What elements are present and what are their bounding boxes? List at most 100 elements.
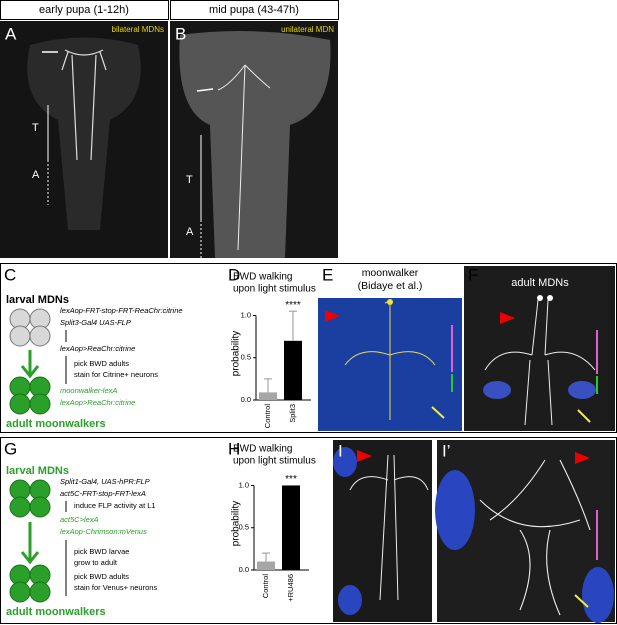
step: pick BWD larvae [74,547,129,556]
x-tick-label: +RU486 [286,574,295,602]
step: lexAop-FRT-stop-FRT-ReaChr:citrine [60,306,183,315]
panel-letter: H [228,439,240,458]
x-tick-label: Control [263,404,272,429]
step: grow to adult [74,558,118,567]
header-box [170,0,339,20]
y-axis-label: probability [231,501,242,547]
panel-letter: I [338,441,343,460]
region [568,381,596,399]
stage-label: larval MDNs [6,294,69,306]
micrograph [464,266,615,431]
arrow [20,350,40,379]
soma [537,295,543,301]
x-tick-label: Split3 [288,404,297,423]
neuron [61,49,107,161]
region-label: A [186,226,194,238]
region [338,585,362,615]
arrowhead [357,450,372,462]
y-tick-label: 0.0 [239,565,249,574]
region [582,567,614,623]
header-label: mid pupa (43-47h) [209,4,299,16]
panel-letter: F [468,265,478,284]
arrow [196,88,214,92]
step: pick BWD adults [74,359,129,368]
header-box [0,0,169,20]
region-bar [577,409,591,423]
result: moonwalker-lexA [60,386,117,395]
region-label: T [32,122,39,134]
step: pick BWD adults [74,572,129,581]
arrowhead [575,452,590,464]
panel-letter: D [228,265,240,284]
step: induce FLP activity at L1 [74,501,156,510]
region-bar [574,594,589,608]
y-tick-label: 1.0 [239,480,249,489]
soma [387,299,393,305]
y-axis-label: probability [231,331,242,377]
image-label: (Bidaye et al.) [358,280,423,292]
panel-letter: E [322,265,333,284]
header-label: early pupa (1-12h) [39,4,129,16]
step: Split3-Gal4 UAS-FLP [60,318,131,327]
neuron [344,299,436,420]
x-tick-label: Control [261,574,270,599]
neuron [484,299,596,426]
region [333,447,357,477]
arrowhead [325,310,340,322]
region-label: T [186,174,193,186]
y-tick-label: 0.0 [241,395,251,404]
stage-label: adult moonwalkers [6,606,106,618]
tissue [27,37,141,230]
step: lexAop>ReaChr:citrine [60,344,135,353]
bar [257,561,275,570]
image-label: adult MDNs [511,277,569,289]
result: lexAop>ReaChr:citrine [60,398,135,407]
panel-letter: B [175,24,186,43]
panel-letter: I’ [442,441,451,460]
region-label: A [32,169,40,181]
neuron [349,454,429,601]
y-tick-label: 1.0 [241,310,251,319]
bar [259,392,277,400]
cell-icon [9,564,51,603]
cell-icon [9,479,51,518]
result: act5C>lexA [60,515,99,524]
significance: *** [285,474,297,485]
y-tick-label: 0.5 [239,523,249,532]
tissue [179,31,331,258]
image-label: moonwalker [362,267,419,279]
step: act5C-FRT-stop-FRT-lexA [60,489,146,498]
chart-title: upon light stimulus [233,456,316,467]
panel-letter: A [5,24,17,43]
bar [282,485,300,570]
chart-title: BWD walking [233,272,292,283]
cell-icon [9,376,51,415]
cell-icon [9,308,51,347]
panel-letter: C [4,265,16,284]
chart-title: upon light stimulus [233,284,316,295]
region [483,381,511,399]
y-tick-label: 0.5 [241,353,251,362]
image-label: unilateral MDN [281,25,334,34]
stage-label: adult moonwalkers [6,418,106,430]
chart-title: BWD walking [233,444,292,455]
significance: **** [285,300,301,311]
step: stain for Citrine+ neurons [74,370,158,379]
soma [547,295,553,301]
neuron [479,459,591,616]
region [435,470,475,550]
image-label: bilateral MDNs [112,25,164,34]
step: Split1-Gal4, UAS-hPR:FLP [60,477,150,486]
step: stain for Venus+ neurons [74,583,157,592]
arrow [20,522,40,565]
bar [284,340,302,400]
panel-letter: G [4,439,17,458]
neuron [217,64,271,251]
arrowhead [500,312,515,324]
stage-label: larval MDNs [6,465,69,477]
region-bar [431,406,445,419]
